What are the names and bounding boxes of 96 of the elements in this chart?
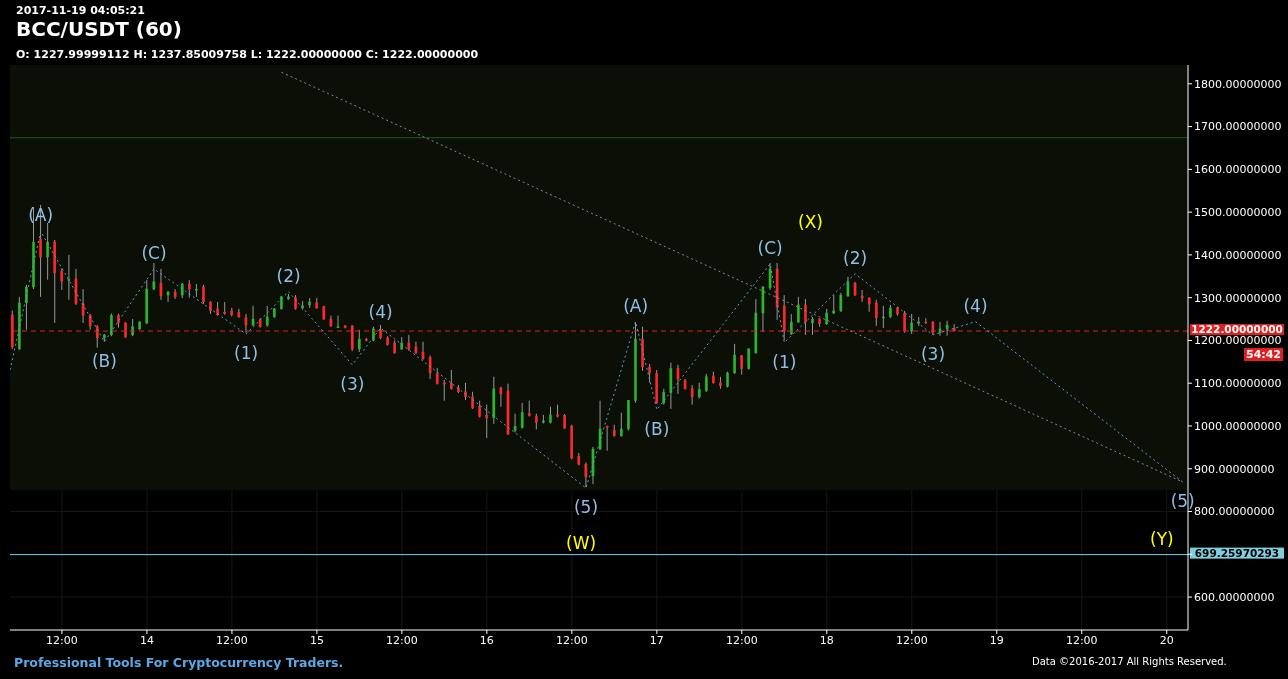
candlestick: [25, 284, 28, 331]
annotation: (3): [340, 373, 365, 394]
candlestick: [60, 268, 64, 291]
candlestick: [421, 341, 425, 361]
y-tick-label: 900.00000000: [1194, 462, 1275, 476]
candlestick: [350, 324, 354, 352]
candlestick: [81, 288, 85, 324]
x-tick-label: 12:00: [556, 633, 588, 647]
x-tick-label: 19: [989, 633, 1004, 647]
candlestick: [513, 413, 517, 433]
candlestick: [620, 412, 623, 438]
text: O: 1227.99999112 H: 1237.85009758 L: 1222.00000000 C: 1222.00000000: [16, 48, 479, 61]
annotation: (B): [644, 418, 670, 439]
candlestick: [839, 292, 843, 313]
text: 2017-11-19 04:05:21: [16, 4, 145, 17]
candlestick: [442, 379, 446, 402]
x-tick-label: 12:00: [895, 633, 928, 647]
annotation: (4): [368, 302, 393, 323]
candlestick: [804, 298, 807, 336]
candlestick: [428, 354, 432, 380]
x-tick-label: 20: [1159, 633, 1174, 647]
annotation: (C): [757, 237, 783, 258]
candlestick: [336, 315, 340, 329]
candlestick: [584, 461, 588, 488]
candlestick: [244, 313, 248, 334]
annotation: (1): [772, 351, 797, 372]
x-tick-label: 12:00: [46, 633, 78, 647]
x-tick-label: 15: [309, 633, 324, 647]
candlestick: [747, 347, 751, 371]
annotation: (5): [1170, 491, 1195, 512]
annotation: (Y): [1150, 529, 1174, 549]
candlestick: [846, 276, 850, 298]
annotation: (3): [921, 343, 946, 364]
candlestick: [265, 305, 269, 328]
text: Professional Tools For Cryptocurrency Traders.: [14, 655, 344, 670]
y-tick-label: 600.00000000: [1194, 590, 1275, 604]
candlestick: [768, 262, 772, 291]
x-tick-label: 16: [479, 633, 494, 647]
annotation: (B): [91, 350, 117, 371]
y-tick-label: 1800.00000000: [1194, 77, 1282, 91]
text: 54:42: [1244, 348, 1284, 361]
annotation: (2): [843, 247, 868, 268]
ref-line-label: 1222.00000000: [1191, 323, 1283, 336]
annotation: (A): [623, 295, 649, 316]
candlestick: [485, 404, 489, 439]
candlestick: [251, 305, 255, 327]
candlestick: [945, 320, 949, 337]
candlestick: [152, 262, 156, 291]
candlestick: [67, 254, 71, 301]
annotation: (W): [566, 533, 597, 553]
annotation: (X): [798, 212, 823, 232]
candlestick: [832, 294, 836, 315]
candlestick: [882, 305, 885, 329]
y-tick-label: 1200.00000000: [1194, 334, 1282, 348]
line-series: [10, 230, 1184, 489]
candlestick: [669, 362, 673, 410]
candlestick: [676, 364, 680, 395]
candlestick: [159, 268, 163, 301]
annotation: (C): [141, 243, 167, 264]
x-tick-label: 14: [139, 633, 154, 647]
annotation: (2): [276, 265, 301, 286]
x-tick-label: 12:00: [725, 633, 758, 647]
annotation: (5): [573, 497, 599, 517]
candlestick: [733, 343, 736, 375]
candlestick: [690, 384, 694, 406]
candlestick: [202, 284, 205, 305]
ref-line-label: 699.25970293: [1194, 546, 1280, 559]
candlestick: [797, 296, 800, 324]
y-tick-label: 1500.00000000: [1194, 206, 1282, 220]
x-tick-label: 12:00: [1065, 633, 1098, 647]
candlestick: [46, 222, 49, 281]
text: Data ©2016-2017 All Rights Reserved.: [1032, 656, 1227, 667]
y-tick-label: 1100.00000000: [1194, 377, 1282, 391]
y-tick-label: 1400.00000000: [1194, 248, 1282, 262]
x-tick-label: 12:00: [386, 633, 418, 647]
y-tick-label: 1000.00000000: [1194, 419, 1282, 433]
candlestick: [860, 289, 864, 303]
candlestick: [903, 310, 906, 334]
candlestick: [648, 363, 651, 384]
x-tick-label: 18: [819, 633, 834, 647]
candlestick: [520, 402, 524, 430]
candlestick: [166, 290, 170, 303]
y-tick-label: 800.00000000: [1194, 505, 1275, 519]
annotation: (1): [234, 343, 259, 364]
y-tick-label: 1600.00000000: [1194, 163, 1282, 177]
x-tick-label: 17: [649, 633, 664, 647]
candlestick: [605, 425, 609, 452]
candlestick: [450, 369, 453, 391]
candlestick: [910, 313, 913, 335]
x-tick-label: 12:00: [216, 633, 248, 647]
candlestick: [874, 299, 878, 327]
candlestick: [598, 400, 602, 451]
chart-title: BCC/USDT (60): [16, 17, 182, 41]
y-tick-label: 1700.00000000: [1194, 120, 1282, 134]
annotation: (4): [963, 295, 988, 316]
y-tick-label: 1300.00000000: [1194, 291, 1282, 305]
